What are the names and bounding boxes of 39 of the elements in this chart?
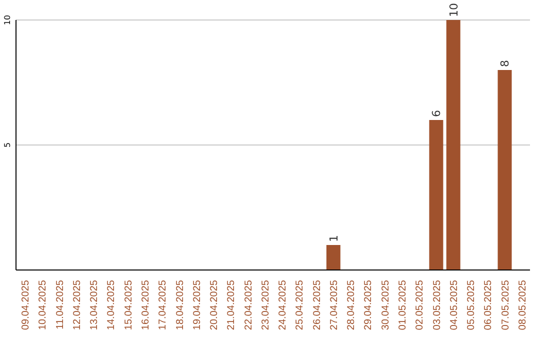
x-tick-label: 10.04.2025: [38, 280, 49, 330]
x-tick-label: 15.04.2025: [123, 280, 134, 330]
x-tick-label: 17.04.2025: [158, 280, 169, 330]
bar: [498, 70, 512, 270]
x-tick-label: 18.04.2025: [174, 280, 186, 330]
x-tick-label: 06.05.2025: [483, 280, 494, 330]
x-tick-label: 27.04.2025: [328, 280, 340, 330]
bar: [326, 245, 340, 270]
x-tick-label: 16.04.2025: [140, 280, 152, 330]
x-tick-label: 20.04.2025: [209, 280, 220, 330]
x-tick-label: 13.04.2025: [89, 280, 100, 330]
y-tick-label: 5: [3, 142, 12, 148]
x-tick-label: 19.04.2025: [192, 280, 203, 330]
x-tick-label: 26.04.2025: [312, 280, 323, 330]
data-label: 1: [327, 235, 340, 242]
x-tick-label: 28.04.2025: [346, 280, 358, 330]
x-tick-label: 14.04.2025: [106, 280, 118, 330]
x-tick-label: 09.04.2025: [20, 280, 32, 330]
x-tick-label: 22.04.2025: [243, 280, 254, 330]
x-tick-label: 21.04.2025: [226, 280, 238, 330]
bar: [446, 20, 460, 270]
x-tick-label: 03.05.2025: [432, 280, 443, 330]
x-tick-label: 11.04.2025: [54, 280, 66, 330]
x-tick-label: 24.04.2025: [278, 280, 289, 330]
x-tick-label: 30.04.2025: [380, 280, 392, 330]
x-tick-label: 29.04.2025: [363, 280, 374, 330]
bar: [429, 120, 444, 270]
data-label: 6: [430, 110, 444, 117]
x-tick-label: 25.04.2025: [294, 280, 306, 330]
x-tick-label: 02.05.2025: [414, 280, 426, 330]
x-tick-label: 23.04.2025: [260, 280, 272, 330]
x-tick-label: 07.05.2025: [500, 280, 512, 330]
x-tick-label: 01.05.2025: [398, 280, 408, 330]
x-tick-label: 04.05.2025: [448, 280, 460, 330]
data-label: 8: [498, 60, 512, 67]
x-tick-label: 12.04.2025: [72, 280, 83, 330]
x-tick-label: 05.05.2025: [466, 280, 478, 330]
x-tick-label: 08.05.2025: [517, 280, 528, 330]
data-label: 10: [447, 3, 460, 17]
